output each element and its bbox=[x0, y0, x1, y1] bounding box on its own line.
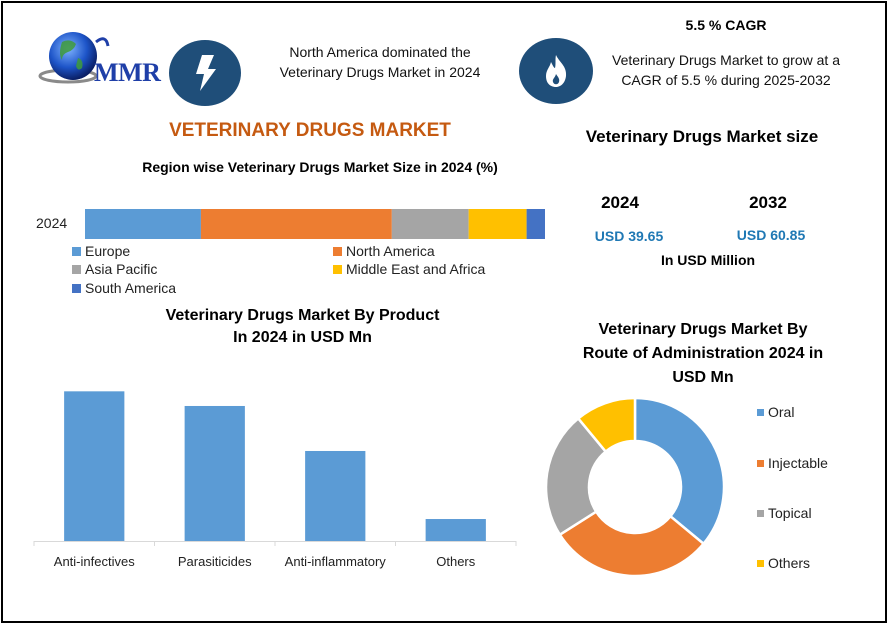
size-value-2024: USD 39.65 bbox=[594, 228, 664, 244]
x-tick-label: Parasiticides bbox=[178, 554, 252, 569]
legend-label: Injectable bbox=[768, 455, 828, 471]
cagr-title: 5.5 % CAGR bbox=[685, 17, 767, 33]
donut-slice-injectable bbox=[558, 509, 706, 578]
x-tick-label: Anti-infectives bbox=[54, 554, 135, 569]
x-tick-label: Others bbox=[436, 554, 476, 569]
legend-item-asia-pacific: Asia Pacific bbox=[72, 261, 157, 277]
size-unit: In USD Million bbox=[660, 252, 756, 268]
legend-item-topical: Topical bbox=[757, 505, 812, 521]
size-value-2032: USD 60.85 bbox=[736, 227, 806, 243]
legend-swatch bbox=[333, 246, 342, 256]
region-chart-title: Region wise Veterinary Drugs Market Size… bbox=[142, 159, 498, 175]
market-size-title: Veterinary Drugs Market size bbox=[585, 127, 819, 146]
bar-others bbox=[425, 519, 486, 541]
region-segment-north-america bbox=[200, 209, 392, 239]
region-segment-middle-east-and-africa bbox=[468, 209, 527, 239]
legend-item-oral: Oral bbox=[757, 404, 794, 420]
size-year-2032: 2032 bbox=[749, 193, 787, 212]
legend-swatch bbox=[757, 408, 764, 416]
dominance-text: North America dominated the Veterinary D… bbox=[279, 44, 481, 80]
x-tick-label: Anti-inflammatory bbox=[285, 554, 387, 569]
legend-swatch bbox=[757, 559, 764, 567]
legend-swatch bbox=[72, 283, 81, 293]
region-segment-asia-pacific bbox=[391, 209, 469, 239]
legend-swatch bbox=[333, 264, 342, 274]
bar-parasiticides bbox=[184, 405, 245, 541]
product-title-line-2: In 2024 in USD Mn bbox=[233, 329, 372, 346]
legend-label: Others bbox=[768, 555, 811, 571]
legend-swatch bbox=[757, 509, 764, 517]
legend-item-north-america: North America bbox=[333, 243, 435, 259]
route-chart-title: Veterinary Drugs Market By Route of Admi… bbox=[548, 318, 858, 390]
legend-item-injectable: Injectable bbox=[757, 455, 828, 471]
legend-label: Middle East and Africa bbox=[346, 261, 486, 277]
legend-label: Europe bbox=[85, 243, 131, 259]
legend-label: South America bbox=[85, 280, 177, 296]
legend-swatch bbox=[72, 246, 81, 256]
product-bar-chart: Anti-infectives Parasiticides Anti-inflamm… bbox=[33, 391, 517, 569]
legend-swatch bbox=[757, 459, 764, 467]
size-year-2024: 2024 bbox=[601, 193, 639, 212]
legend-label: Topical bbox=[768, 505, 812, 521]
mmr-logo: MMR bbox=[38, 28, 168, 98]
legend-item-south-america: South America bbox=[72, 280, 176, 296]
route-title-line-1: Veterinary Drugs Market By bbox=[598, 321, 808, 338]
region-segment-europe bbox=[85, 209, 201, 239]
legend-item-europe: Europe bbox=[72, 243, 130, 259]
region-category-label: 2024 bbox=[36, 215, 68, 231]
legend-label: Asia Pacific bbox=[85, 261, 158, 277]
bar-anti-inflammatory bbox=[305, 450, 366, 541]
logo-text: MMR bbox=[94, 58, 161, 87]
legend-item-mea: Middle East and Africa bbox=[333, 261, 485, 277]
route-title-line-2: Route of Administration 2024 in bbox=[582, 345, 824, 362]
legend-label: Oral bbox=[768, 404, 795, 420]
flame-icon bbox=[519, 38, 593, 104]
cagr-text: Veterinary Drugs Market to grow at a CAG… bbox=[612, 52, 840, 88]
route-donut-chart bbox=[544, 396, 726, 578]
legend-item-others: Others bbox=[757, 555, 810, 571]
main-title: VETERINARY DRUGS MARKET bbox=[169, 120, 451, 141]
lightning-icon bbox=[169, 40, 241, 106]
globe-icon bbox=[38, 32, 110, 84]
product-title-line-1: Veterinary Drugs Market By Product bbox=[165, 307, 440, 324]
legend-label: North America bbox=[346, 243, 435, 259]
region-segment-south-america bbox=[526, 209, 545, 239]
region-stacked-bar bbox=[85, 209, 545, 239]
bar-anti-infectives bbox=[64, 391, 125, 541]
legend-swatch bbox=[72, 264, 81, 274]
donut-slice-others bbox=[576, 396, 637, 454]
donut-slice-oral bbox=[633, 396, 726, 546]
route-title-line-3: USD Mn bbox=[672, 369, 734, 386]
donut-slice-topical bbox=[544, 416, 608, 537]
product-chart-title: Veterinary Drugs Market By Product In 20… bbox=[110, 305, 495, 349]
